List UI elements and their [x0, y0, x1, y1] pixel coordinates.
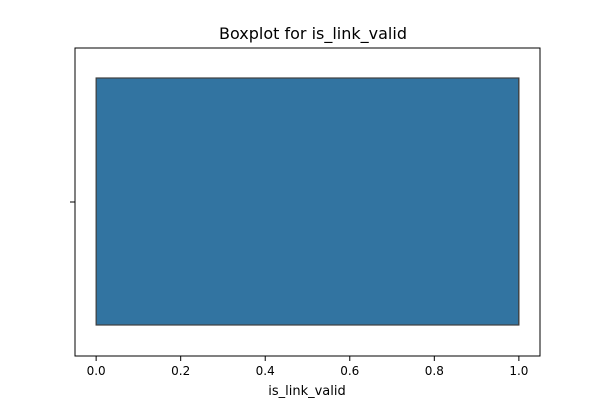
box-iqr [95, 77, 520, 326]
x-axis-ticks: 0.0 0.2 0.4 0.6 0.8 1.0 [87, 356, 528, 378]
x-tick-label: 0.0 [87, 364, 106, 378]
x-tick-label: 0.8 [425, 364, 444, 378]
x-axis-label: is_link_valid [268, 384, 346, 399]
chart-title: Boxplot for is_link_valid [219, 24, 407, 44]
x-tick-label: 0.4 [256, 364, 275, 378]
box-layer [95, 77, 520, 326]
x-tick-label: 0.2 [171, 364, 190, 378]
x-tick-label: 0.6 [340, 364, 359, 378]
x-tick-label: 1.0 [509, 364, 528, 378]
